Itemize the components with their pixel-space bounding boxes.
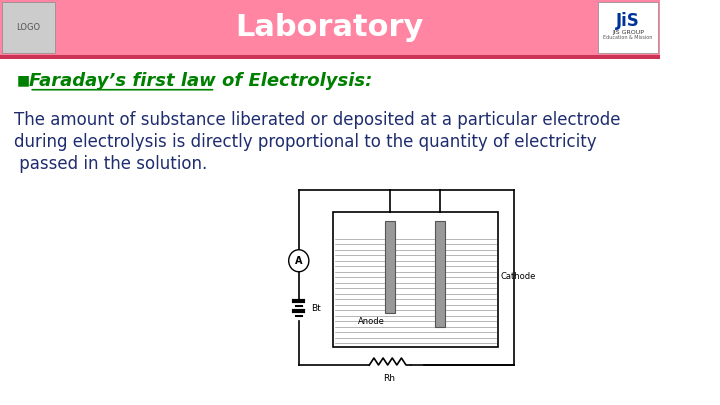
Bar (2, 2, 55, 53)
Text: during electrolysis is directly proportional to the quantity of electricity: during electrolysis is directly proporti… (14, 133, 596, 151)
Bar (598, 2, 658, 53)
Text: JIS GROUP: JIS GROUP (612, 30, 644, 35)
Text: Cathode: Cathode (500, 272, 536, 281)
Circle shape (289, 250, 309, 272)
Text: The amount of substance liberated or deposited at a particular electrode: The amount of substance liberated or dep… (14, 111, 620, 129)
Text: Bt: Bt (311, 304, 320, 313)
Text: Anode: Anode (358, 317, 384, 326)
Bar (0, 0, 660, 55)
Text: Faraday’s first law of Electrolysis:: Faraday’s first law of Electrolysis: (30, 72, 373, 90)
Text: Laboratory: Laboratory (235, 13, 424, 42)
Text: Rh: Rh (384, 374, 395, 383)
Bar (385, 222, 395, 313)
Bar (333, 212, 498, 347)
Text: JiS: JiS (616, 12, 639, 30)
Bar (435, 222, 445, 327)
Text: A: A (295, 256, 302, 266)
Text: Education & Mission: Education & Mission (603, 35, 652, 40)
Text: passed in the solution.: passed in the solution. (14, 155, 207, 173)
Text: ■: ■ (17, 74, 30, 88)
Bar (0, 55, 660, 59)
Text: LOGO: LOGO (17, 23, 40, 32)
